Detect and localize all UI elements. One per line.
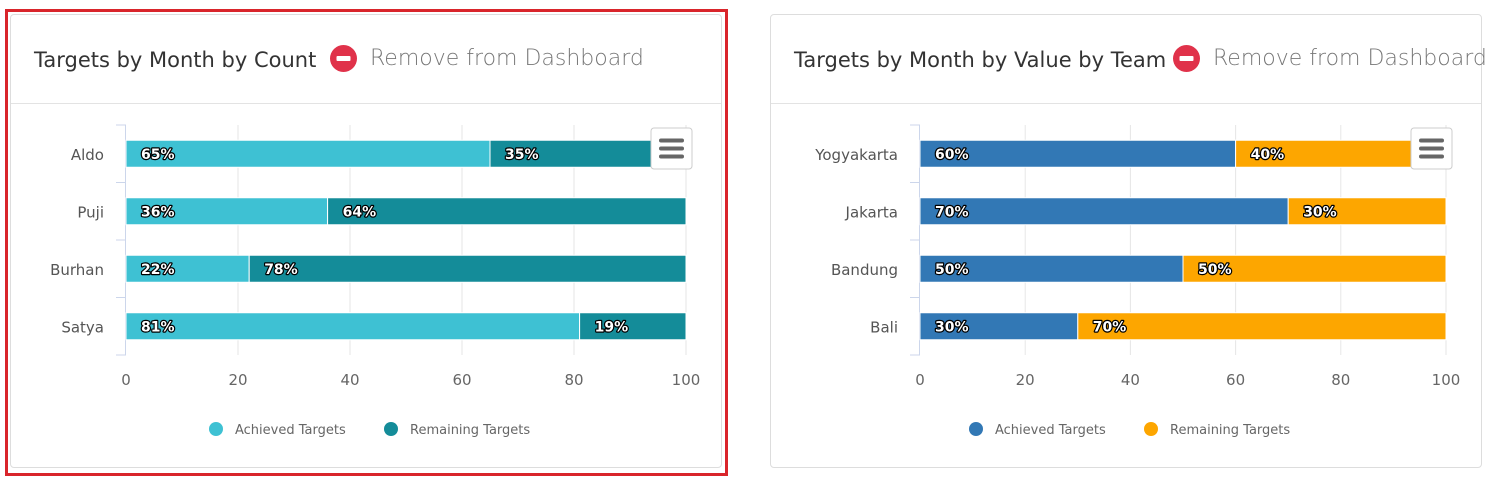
data-label: 70% — [935, 204, 969, 220]
hamburger-line — [1419, 146, 1444, 151]
bar-segment[interactable] — [248, 254, 687, 283]
data-label: 40% — [1251, 147, 1285, 163]
legend-marker — [969, 422, 983, 436]
bar-segment[interactable] — [919, 312, 1079, 341]
data-label: 65% — [141, 147, 175, 163]
remove-label: Remove from Dashboard — [370, 46, 644, 71]
bar-segment[interactable] — [1287, 197, 1447, 226]
legend-label: Achieved Targets — [235, 423, 346, 438]
data-label: 35% — [505, 147, 539, 163]
hamburger-line — [659, 138, 684, 143]
panel-header: Targets by Month by Count Remove from Da… — [11, 15, 721, 104]
bar-segment[interactable] — [327, 197, 687, 226]
panel-header: Targets by Month by Value by Team Remove… — [771, 15, 1487, 104]
legend-label: Remaining Targets — [1170, 423, 1290, 438]
remove-from-dashboard-button[interactable]: Remove from Dashboard — [330, 45, 644, 72]
category-label: Bandung — [831, 261, 898, 279]
x-tick-label: 80 — [564, 371, 583, 389]
x-tick-label: 100 — [672, 371, 701, 389]
legend-item[interactable]: Remaining Targets — [384, 422, 530, 438]
x-tick-label: 40 — [340, 371, 359, 389]
category-label: Yogyakarta — [814, 146, 898, 164]
x-tick-label: 80 — [1331, 371, 1350, 389]
category-label: Bali — [870, 318, 898, 336]
bar-segment[interactable] — [1182, 254, 1447, 283]
category-label: Puji — [77, 203, 104, 221]
bar-chart: Aldo 65% 35% Puji 36% 64% Burhan 22% 78% Satya 81%… — [50, 124, 701, 438]
legend-label: Achieved Targets — [995, 423, 1106, 438]
data-label: 30% — [935, 319, 969, 335]
panel-targets-by-count: Targets by Month by Count Remove from Da… — [10, 14, 722, 468]
bar-segment[interactable] — [919, 139, 1237, 168]
data-label: 36% — [141, 204, 175, 220]
legend-marker — [1144, 422, 1158, 436]
data-label: 70% — [1093, 319, 1127, 335]
x-tick-label: 20 — [228, 371, 247, 389]
data-label: 50% — [1198, 262, 1232, 278]
x-tick-label: 0 — [121, 371, 131, 389]
data-label: 19% — [595, 319, 629, 335]
x-tick-label: 0 — [915, 371, 925, 389]
hamburger-line — [659, 146, 684, 151]
bar-chart: Yogyakarta 60% 40% Jakarta 70% 30% Bandung 50% 5… — [814, 124, 1461, 438]
bar-segment[interactable] — [125, 312, 581, 341]
category-label: Satya — [61, 318, 104, 336]
legend-marker — [384, 422, 398, 436]
bar-segment[interactable] — [125, 197, 329, 226]
chart-menu-button[interactable] — [1410, 127, 1453, 170]
legend-marker — [209, 422, 223, 436]
data-label: 60% — [935, 147, 969, 163]
x-tick-label: 60 — [1226, 371, 1245, 389]
data-label: 22% — [141, 262, 175, 278]
data-label: 78% — [264, 262, 298, 278]
legend-item[interactable]: Achieved Targets — [209, 422, 346, 438]
legend-item[interactable]: Achieved Targets — [969, 422, 1106, 438]
category-label: Burhan — [50, 261, 104, 279]
remove-icon — [330, 45, 357, 72]
data-label: 64% — [343, 204, 377, 220]
panel-title: Targets by Month by Count — [34, 48, 317, 72]
x-tick-label: 20 — [1016, 371, 1035, 389]
remove-from-dashboard-button[interactable]: Remove from Dashboard — [1173, 45, 1487, 72]
x-tick-label: 40 — [1121, 371, 1140, 389]
panel-targets-by-value-by-team: Targets by Month by Value by Team Remove… — [770, 14, 1487, 468]
panel-title: Targets by Month by Value by Team — [794, 48, 1167, 72]
legend-label: Remaining Targets — [410, 423, 530, 438]
data-label: 81% — [141, 319, 175, 335]
x-tick-label: 60 — [452, 371, 471, 389]
remove-label: Remove from Dashboard — [1213, 46, 1487, 71]
legend-item[interactable]: Remaining Targets — [1144, 422, 1290, 438]
bar-segment[interactable] — [579, 312, 687, 341]
bar-segment[interactable] — [125, 139, 491, 168]
category-label: Aldo — [71, 146, 104, 164]
data-label: 50% — [935, 262, 969, 278]
bar-segment[interactable] — [125, 254, 250, 283]
remove-icon — [1173, 45, 1200, 72]
bar-segment[interactable] — [1077, 312, 1447, 341]
category-label: Jakarta — [845, 203, 898, 221]
x-tick-label: 100 — [1432, 371, 1461, 389]
chart-menu-button[interactable] — [650, 127, 693, 170]
bar-segment[interactable] — [919, 254, 1184, 283]
data-label: 30% — [1303, 204, 1337, 220]
hamburger-icon — [659, 138, 684, 159]
hamburger-icon — [1419, 138, 1444, 159]
bar-segment[interactable] — [919, 197, 1289, 226]
hamburger-line — [1419, 138, 1444, 143]
hamburger-line — [1419, 154, 1444, 159]
hamburger-line — [659, 154, 684, 159]
